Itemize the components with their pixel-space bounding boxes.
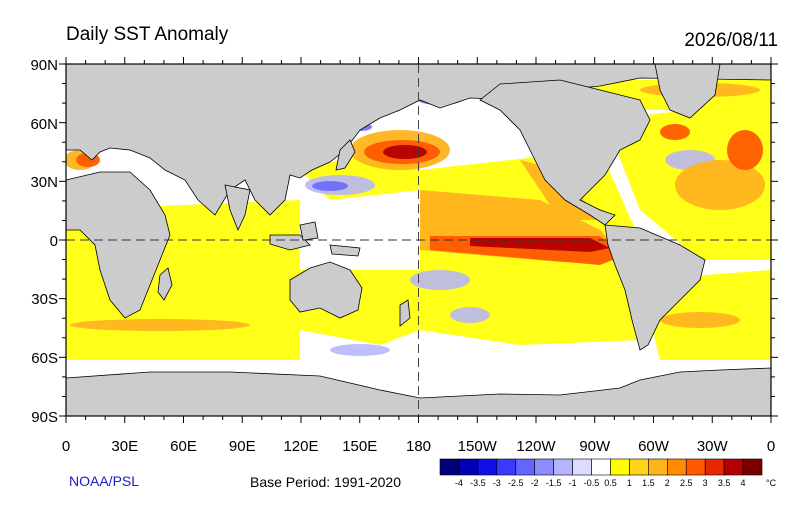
colorbar-label: 1.5 (642, 478, 655, 488)
colorbar-label: 2.5 (680, 478, 693, 488)
colorbar-swatch (666, 458, 687, 476)
lon-label: 0 (767, 438, 775, 455)
australia-land (289, 261, 363, 319)
africa-land (66, 171, 171, 319)
colorbar-swatch (439, 458, 460, 476)
lat-label: 60S (31, 350, 58, 367)
lon-label: 0 (62, 438, 70, 455)
lon-axis: 0 30E 60E 90E 120E 150E 180 150W 120W 90… (62, 438, 775, 455)
colorbar-swatch (610, 458, 630, 476)
lat-label: 60N (30, 116, 58, 133)
lat-label: 90N (30, 57, 58, 74)
colorbar-label: -1 (569, 478, 577, 488)
indonesia-land (269, 234, 311, 251)
south-america-land (604, 224, 706, 351)
lon-label: 90W (579, 438, 611, 455)
credit-label: NOAA/PSL (69, 473, 140, 489)
map-title: Daily SST Anomaly (66, 24, 229, 45)
greenland-land (654, 64, 721, 119)
india-land (224, 184, 251, 232)
colorbar-swatch (629, 458, 649, 476)
lon-label: 120E (283, 438, 318, 455)
colorbar-label: -1.5 (546, 478, 562, 488)
colorbar-swatch (496, 458, 517, 476)
colorbar-swatch (477, 458, 498, 476)
colorbar-swatch (458, 458, 479, 476)
colorbar-label: 1 (627, 478, 632, 488)
colorbar-swatch (591, 458, 611, 476)
lat-label: 30S (31, 291, 58, 308)
colorbar-swatch (572, 458, 592, 476)
north-america-land (479, 79, 651, 226)
colorbar-swatch (685, 458, 706, 476)
colorbar-label: -3.5 (470, 478, 486, 488)
colorbar-swatch (742, 458, 763, 476)
colorbar-label: 0.5 (604, 478, 617, 488)
lon-label: 30W (697, 438, 729, 455)
madagascar-land (157, 267, 173, 301)
colorbar-label: -2 (531, 478, 539, 488)
colorbar-swatch (723, 458, 744, 476)
anomaly-field (66, 79, 771, 360)
colorbar-label: 4 (741, 478, 746, 488)
base-period-label: Base Period: 1991-2020 (250, 474, 401, 490)
colorbar-label: -0.5 (584, 478, 600, 488)
colorbar: -4 -3.5 -3 -2.5 -2 -1.5 -1 -0.5 0.5 1 1.5 2 2.5 3 3.5 4… (439, 458, 777, 488)
land-masses (66, 64, 771, 416)
lon-label: 150W (458, 438, 498, 455)
lat-label: 0 (50, 233, 58, 250)
axis-ticks (59, 57, 778, 423)
lat-axis: 90N 60N 30N 0 30S 60S 90S (30, 57, 58, 426)
colorbar-swatch (648, 458, 668, 476)
map-date: 2026/08/11 (684, 30, 778, 51)
borneo-land (299, 221, 319, 241)
colorbar-swatch (534, 458, 554, 476)
colorbar-swatch (704, 458, 725, 476)
new-guinea-land (329, 244, 361, 257)
colorbar-label: -3 (493, 478, 501, 488)
new-zealand-land (399, 299, 411, 327)
colorbar-label: -4 (455, 478, 463, 488)
lat-label: 90S (31, 409, 58, 426)
colorbar-label: 2 (665, 478, 670, 488)
colorbar-label: 3 (703, 478, 708, 488)
lon-label: 180 (406, 438, 431, 455)
lon-label: 60E (170, 438, 197, 455)
colorbar-unit: °C (766, 478, 777, 488)
lon-label: 150E (342, 438, 377, 455)
colorbar-label: 3.5 (718, 478, 731, 488)
colorbar-label: -2.5 (508, 478, 524, 488)
lon-label: 30E (111, 438, 138, 455)
lon-label: 120W (516, 438, 556, 455)
lon-label: 60W (638, 438, 670, 455)
lat-label: 30N (30, 174, 58, 191)
lon-label: 90E (229, 438, 256, 455)
colorbar-swatch (515, 458, 536, 476)
antarctica-land (66, 367, 771, 416)
colorbar-swatch (553, 458, 573, 476)
japan-land (335, 139, 356, 171)
